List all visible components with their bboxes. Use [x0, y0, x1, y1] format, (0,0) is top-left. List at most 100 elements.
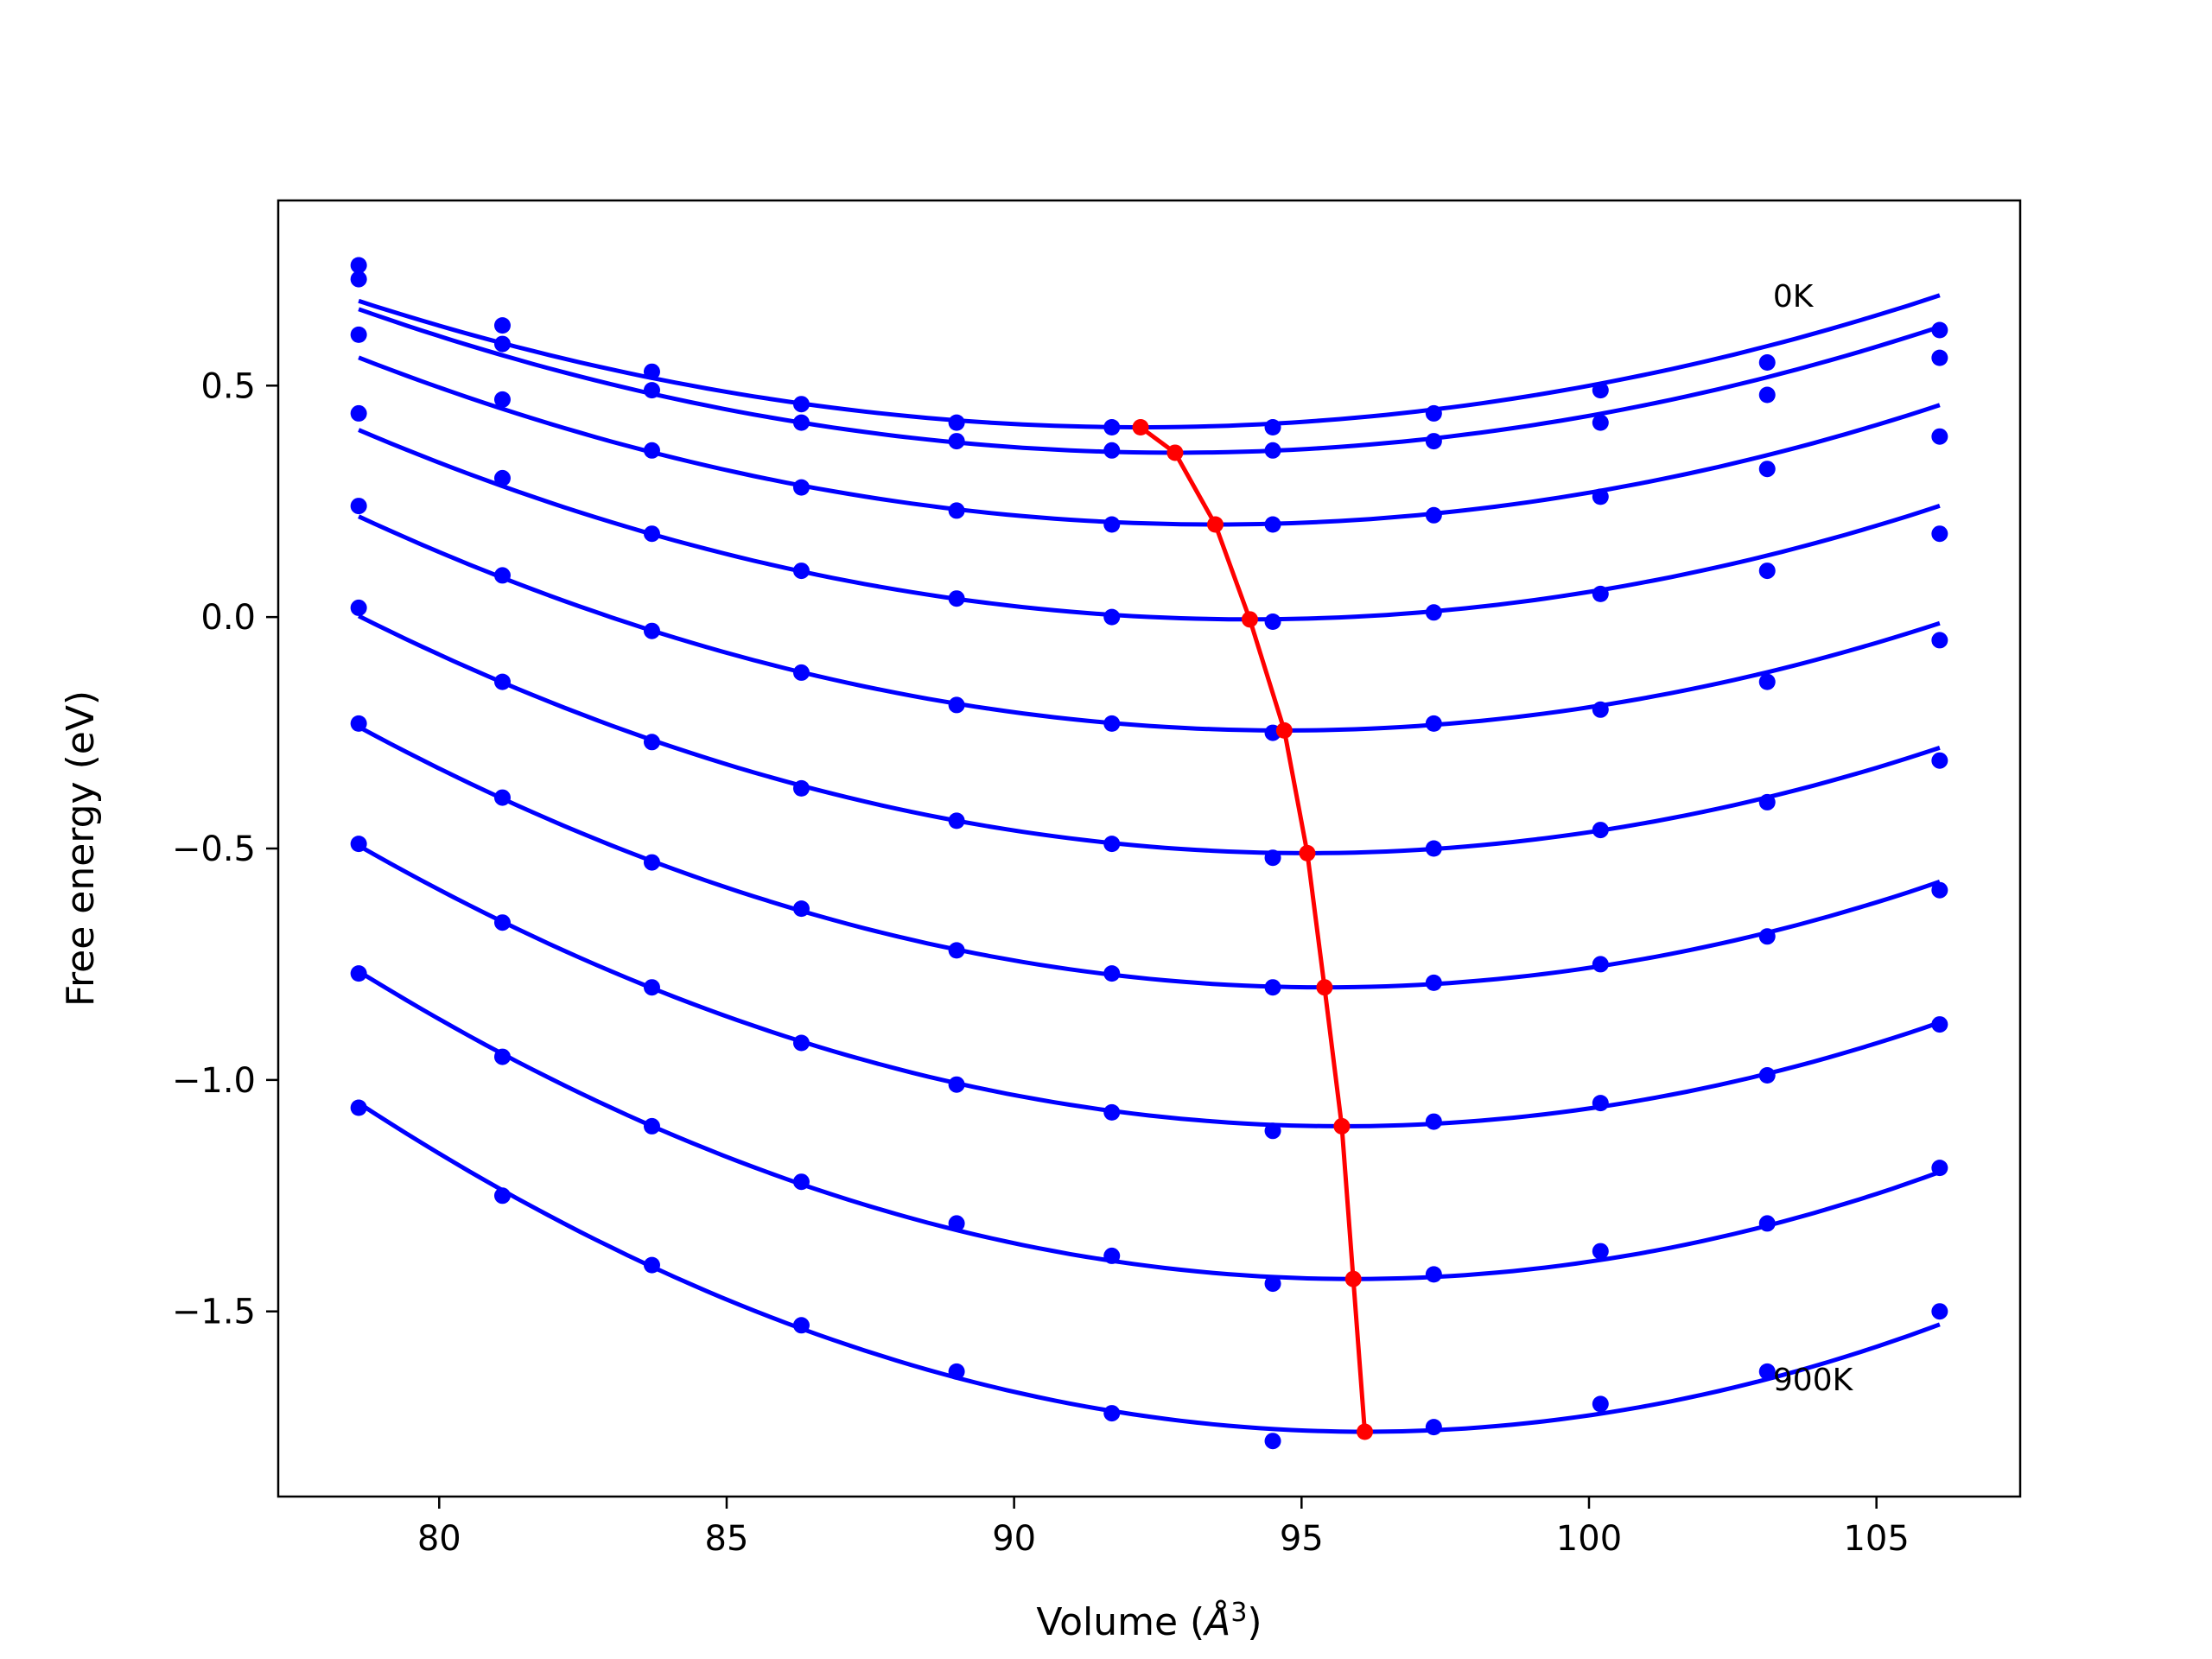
minimum-line: [1139, 425, 1367, 1433]
data-point: [792, 1173, 810, 1191]
data-point: [1103, 516, 1121, 533]
data-point: [1425, 974, 1442, 991]
data-point: [948, 502, 965, 519]
data-point: [1264, 419, 1281, 435]
annotation-label: 0K: [1773, 279, 1815, 315]
x-axis-label: Volume (Å3): [1036, 1598, 1262, 1644]
data-point: [948, 812, 965, 830]
data-point: [1425, 1113, 1442, 1130]
data-point: [1758, 793, 1776, 810]
data-point: [1592, 1243, 1609, 1260]
y-tick-label: −1.0: [172, 1061, 256, 1101]
data-point: [1592, 488, 1609, 505]
y-tick-label: 0.5: [200, 366, 256, 406]
data-point: [948, 414, 965, 431]
data-point: [643, 442, 660, 459]
data-point: [1425, 433, 1442, 450]
data-point: [350, 498, 367, 515]
data-point: [1592, 585, 1609, 602]
data-point: [1264, 979, 1281, 996]
data-point: [1758, 1067, 1776, 1084]
data-point: [493, 469, 511, 486]
minimum-point: [1333, 1117, 1351, 1135]
data-point: [1425, 1266, 1442, 1283]
data-point: [643, 363, 660, 380]
x-tick-label: 90: [992, 1519, 1036, 1559]
fit-curve-4: [358, 514, 1941, 733]
fit-curve-0: [358, 293, 1941, 429]
data-point: [1425, 506, 1442, 524]
data-point: [948, 1076, 965, 1093]
minimum-point: [1316, 979, 1333, 996]
data-point: [1264, 1433, 1281, 1450]
data-point: [792, 414, 810, 431]
data-point: [350, 404, 367, 422]
data-point: [1931, 881, 1948, 899]
data-point: [350, 715, 367, 732]
data-point: [493, 914, 511, 931]
data-point: [643, 854, 660, 871]
data-point: [1592, 382, 1609, 399]
data-point: [1103, 442, 1121, 459]
data-point: [1425, 715, 1442, 732]
data-point: [1264, 442, 1281, 459]
data-point: [1103, 419, 1121, 435]
minimum-point: [1357, 1423, 1374, 1440]
data-point: [1931, 752, 1948, 769]
fit-curve-1: [358, 307, 1941, 455]
data-point: [1758, 1215, 1776, 1232]
data-point: [493, 391, 511, 408]
data-point: [1103, 715, 1121, 732]
data-point: [493, 1048, 511, 1065]
data-point: [350, 965, 367, 982]
data-point: [1931, 1016, 1948, 1033]
data-point: [350, 326, 367, 343]
data-point: [493, 673, 511, 690]
x-tick-label: 85: [705, 1519, 749, 1559]
data-point: [948, 942, 965, 959]
data-point: [792, 479, 810, 496]
data-point: [948, 696, 965, 714]
fit-curve-8: [357, 969, 1941, 1281]
data-point: [493, 335, 511, 353]
data-point: [1758, 386, 1776, 404]
fit-curve-5: [357, 613, 1941, 855]
data-point: [643, 734, 660, 751]
data-point: [1758, 928, 1776, 945]
data-point: [1103, 608, 1121, 626]
minimum-point: [1207, 516, 1224, 533]
data-point: [350, 270, 367, 288]
data-point: [1425, 840, 1442, 857]
data-point: [1264, 613, 1281, 630]
minima-layer: [1132, 419, 1374, 1440]
data-point: [643, 1117, 660, 1135]
minimum-point: [1299, 844, 1316, 861]
data-point: [1758, 673, 1776, 690]
data-point: [1425, 404, 1442, 422]
data-point: [493, 317, 511, 334]
data-point: [493, 789, 511, 806]
data-point: [1425, 604, 1442, 621]
data-point: [643, 525, 660, 543]
fit-curve-7: [357, 843, 1941, 1128]
y-tick-label: 0.0: [200, 598, 256, 638]
data-point: [350, 257, 367, 274]
y-axis-ticks: 0.5 0.0 −0.5 −1.0 −1.5: [172, 366, 278, 1332]
data-point: [1264, 1275, 1281, 1293]
data-point: [1592, 956, 1609, 973]
data-point: [792, 563, 810, 580]
data-point: [493, 567, 511, 584]
data-point: [1264, 849, 1281, 867]
data-point: [350, 599, 367, 616]
data-point: [948, 590, 965, 607]
data-point: [1758, 1363, 1776, 1380]
data-point: [1592, 1395, 1609, 1413]
annotation-label: 900K: [1773, 1363, 1854, 1398]
x-tick-label: 105: [1843, 1519, 1909, 1559]
data-point: [1264, 1122, 1281, 1140]
data-point: [948, 1215, 965, 1232]
data-point: [1931, 349, 1948, 366]
x-tick-label: 100: [1556, 1519, 1622, 1559]
x-tick-label: 95: [1280, 1519, 1324, 1559]
